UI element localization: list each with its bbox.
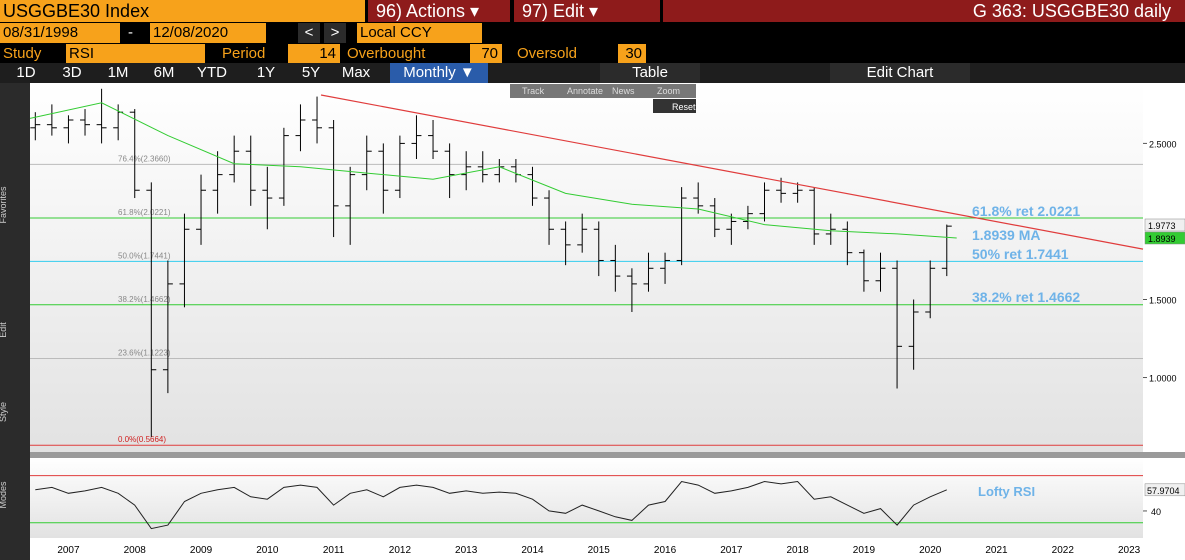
side-label: Modes (0, 481, 8, 509)
fib-label: 50.0%(1.7441) (118, 251, 171, 260)
start-date[interactable]: 08/31/1998 (0, 23, 120, 43)
x-tick-label: 2015 (588, 545, 611, 556)
side-label: Edit (0, 322, 8, 338)
x-tick-label: 2020 (919, 545, 942, 556)
next-button[interactable]: > (324, 23, 346, 43)
fib-label: 38.2%(1.4662) (118, 295, 171, 304)
edit-menu[interactable]: 97) Edit ▾ (514, 0, 660, 22)
currency[interactable]: Local CCY (357, 23, 482, 43)
price-tag-label: 1.9773 (1148, 221, 1176, 231)
tool-button[interactable]: News (612, 86, 635, 96)
trendline (320, 94, 1144, 250)
tool-button[interactable]: Annotate (567, 86, 603, 96)
side-toolbar (0, 83, 30, 560)
side-label: Style (0, 402, 8, 422)
frequency-select[interactable]: Monthly ▼ (390, 63, 488, 83)
annotation: 50% ret 1.7441 (972, 246, 1069, 262)
x-axis-area (30, 538, 1185, 560)
oversold-label: Oversold (517, 45, 578, 62)
period-input[interactable]: 14 (288, 44, 340, 64)
actions-menu[interactable]: 96) Actions ▾ (368, 0, 510, 22)
table-button[interactable]: Table (600, 63, 700, 83)
tool-button[interactable]: Zoom (657, 86, 680, 96)
annotation: 61.8% ret 2.0221 (972, 203, 1080, 219)
x-tick-label: 2016 (654, 545, 677, 556)
reset-button[interactable] (653, 99, 696, 113)
tool-palette (510, 84, 696, 98)
x-tick-label: 2023 (1118, 545, 1141, 556)
overbought-input[interactable]: 70 (470, 44, 502, 64)
oversold-input[interactable]: 30 (618, 44, 646, 64)
study-label: Study (3, 45, 42, 62)
x-tick-label: 2011 (323, 545, 345, 556)
y-axis-area (1143, 83, 1185, 538)
price-tag (1144, 218, 1185, 232)
period-button[interactable]: 6M (153, 64, 175, 81)
rsi-tag-label: 57.9704 (1147, 486, 1180, 496)
x-tick-label: 2017 (720, 545, 743, 556)
panel-separator[interactable] (30, 452, 1185, 458)
x-tick-label: 2014 (521, 545, 544, 556)
edit-chart-button[interactable]: Edit Chart (830, 63, 970, 83)
period-button[interactable]: Max (341, 64, 371, 81)
period-button[interactable]: 3D (62, 64, 82, 81)
period-button[interactable]: 1Y (256, 64, 276, 81)
x-tick-label: 2022 (1052, 545, 1075, 556)
fib-label: 23.6%(1.1223) (118, 348, 171, 357)
period-button[interactable]: YTD (197, 64, 227, 81)
fib-label: 61.8%(2.0221) (118, 208, 171, 217)
period-button[interactable]: 5Y (301, 64, 321, 81)
y-tick-label: 1.5000 (1149, 295, 1177, 305)
tool-button[interactable]: Track (522, 86, 545, 96)
y-tick-label: 40 (1151, 507, 1161, 517)
rsi-plot-area (30, 458, 1143, 538)
period-label: Period (222, 45, 266, 62)
study-select[interactable]: RSI (66, 44, 205, 64)
moving-average (29, 102, 957, 239)
rsi-title: Lofty RSI (978, 484, 1035, 499)
side-label: Favorites (0, 186, 8, 224)
annotation: 1.8939 MA (972, 227, 1040, 243)
x-tick-label: 2008 (124, 545, 147, 556)
period-button[interactable]: 1D (16, 64, 36, 81)
price-tag (1144, 231, 1185, 245)
x-tick-label: 2018 (787, 545, 810, 556)
end-date[interactable]: 12/08/2020 (150, 23, 266, 43)
reset-label: Reset (672, 102, 696, 112)
x-tick-label: 2010 (256, 545, 279, 556)
y-tick-label: 2.5000 (1149, 139, 1177, 149)
window-title: G 363: USGGBE30 daily (663, 0, 1185, 22)
x-tick-label: 2021 (985, 545, 1008, 556)
y-tick-label: 1.0000 (1149, 374, 1177, 384)
period-button[interactable]: 1M (107, 64, 129, 81)
date-dash: - (128, 24, 133, 41)
annotation: 38.2% ret 1.4662 (972, 289, 1080, 305)
fib-label: 76.4%(2.3660) (118, 154, 171, 163)
ticker[interactable]: USGGBE30 Index (0, 0, 365, 22)
x-tick-label: 2019 (853, 545, 876, 556)
x-tick-label: 2007 (57, 545, 80, 556)
prev-button[interactable]: < (298, 23, 320, 43)
price-tag-label: 1.8939 (1148, 234, 1176, 244)
x-tick-label: 2012 (389, 545, 412, 556)
x-tick-label: 2009 (190, 545, 213, 556)
rsi-tag (1144, 483, 1185, 497)
rsi-line (35, 480, 947, 530)
price-plot-area (30, 83, 1143, 452)
fib-label: 0.0%(0.5664) (118, 435, 166, 444)
overbought-label: Overbought (347, 45, 426, 62)
x-tick-label: 2013 (455, 545, 478, 556)
